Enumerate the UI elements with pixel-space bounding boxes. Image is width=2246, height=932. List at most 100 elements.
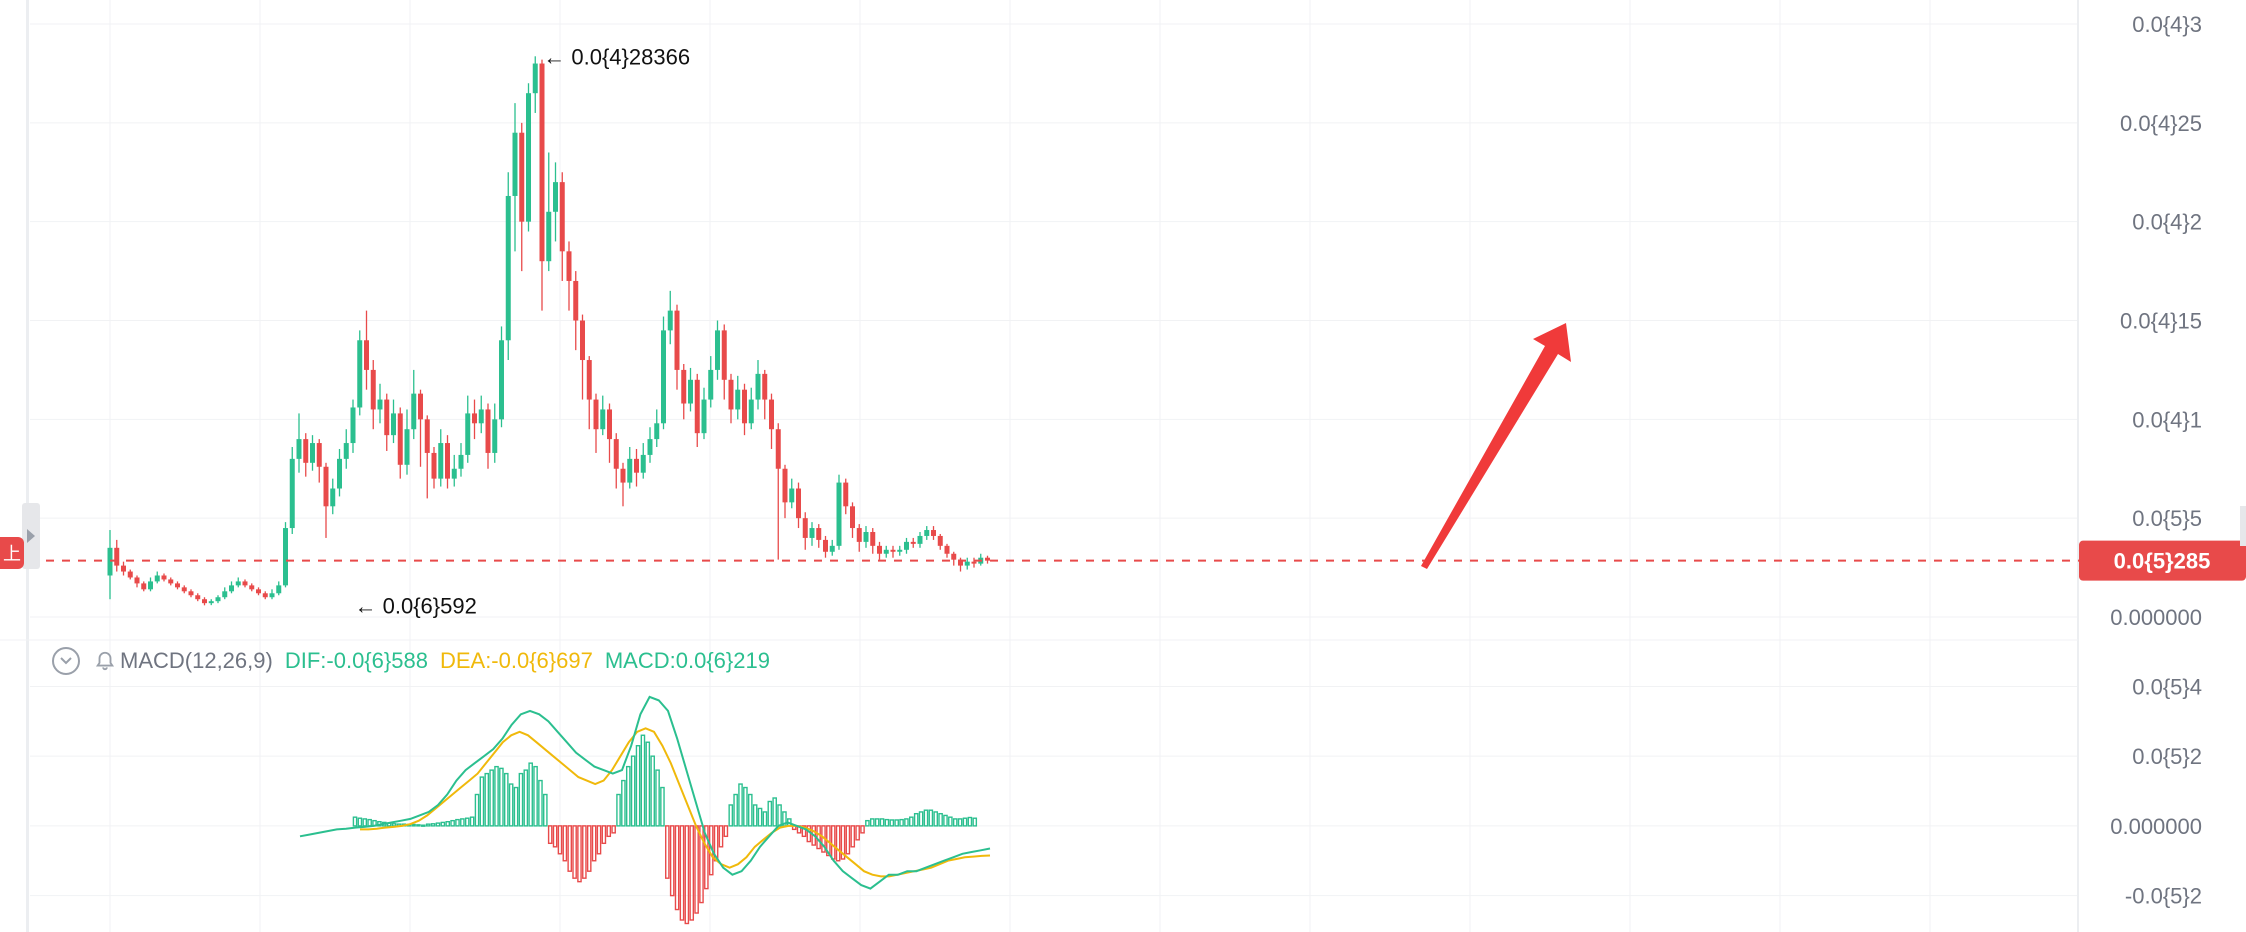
macd-histogram-bar	[625, 765, 631, 827]
candle-body	[350, 407, 356, 444]
candle-body	[208, 601, 214, 604]
macd-tick-label: 0.0{5}2	[2132, 744, 2202, 769]
candle-body	[647, 439, 653, 455]
candle-body	[573, 280, 579, 321]
candle-body	[296, 439, 302, 459]
candle-body	[904, 541, 909, 550]
macd-histogram-bar	[904, 818, 909, 827]
candle-body	[222, 591, 228, 598]
candle-body	[863, 532, 869, 542]
macd-histogram-bar	[738, 783, 743, 827]
candle-body	[492, 419, 498, 453]
candle-body	[951, 553, 957, 560]
candle-body	[600, 409, 606, 430]
macd-histogram-bar	[952, 818, 958, 827]
candle-body	[829, 545, 835, 552]
trend-arrow-icon	[1421, 323, 1571, 569]
macd-histogram-bar	[860, 825, 865, 834]
left-panel-handle[interactable]	[22, 503, 40, 569]
macd-histogram-bar	[557, 825, 563, 855]
price-tick-label: 0.000000	[2110, 605, 2202, 630]
price-tick-label: 0.0{5}5	[2132, 506, 2202, 531]
candle-body	[627, 458, 633, 483]
candle-body	[235, 581, 241, 586]
candle-body	[802, 518, 808, 538]
macd-histogram-bar	[538, 779, 543, 827]
macd-histogram-bar	[479, 776, 485, 827]
macd-histogram-bar	[835, 825, 841, 862]
macd-histogram-bar	[484, 772, 490, 827]
candle-body	[782, 468, 788, 503]
candle-body	[775, 429, 781, 469]
macd-histogram-bar	[513, 786, 519, 827]
candle-body	[357, 340, 363, 408]
candle-body	[519, 132, 525, 222]
candle-body	[897, 549, 903, 552]
candle-body	[667, 310, 673, 331]
candle-body	[728, 379, 734, 410]
candle-body	[823, 539, 828, 552]
candle-body	[539, 63, 545, 262]
candle-body	[154, 575, 160, 582]
candle-body	[580, 320, 585, 361]
candle-body	[134, 577, 140, 584]
collapse-icon[interactable]	[52, 647, 80, 675]
candle-body	[168, 579, 174, 584]
macd-histogram-bar	[352, 816, 358, 827]
candle-body	[856, 528, 862, 542]
candle-body	[586, 360, 592, 400]
candle-body	[397, 413, 403, 465]
price-tick-label: 0.0{4}15	[2120, 309, 2202, 334]
candle-body	[276, 585, 282, 594]
macd-histogram-bar	[596, 825, 602, 855]
candle-body	[451, 468, 457, 479]
candle-body	[377, 399, 383, 410]
macd-histogram-bar	[391, 823, 397, 827]
macd-histogram-bar	[938, 812, 943, 827]
candle-body	[526, 93, 531, 222]
candle-body	[195, 595, 201, 600]
candle-body	[316, 443, 322, 467]
price-tick-label: 0.0{4}2	[2132, 210, 2202, 235]
macd-histogram-bar	[704, 825, 709, 890]
macd-histogram-bar	[747, 793, 753, 827]
candle-body	[458, 454, 464, 469]
candle-body	[931, 530, 936, 536]
right-panel-handle[interactable]	[2240, 506, 2246, 546]
macd-histogram-bar	[669, 825, 675, 897]
macd-histogram-bar	[777, 804, 782, 827]
macd-histogram-bar	[586, 825, 592, 872]
macd-histogram-bar	[577, 825, 582, 883]
candle-body	[546, 211, 552, 262]
macd-histogram-bar	[645, 741, 651, 827]
candle-body	[445, 443, 450, 479]
candle-body	[472, 413, 477, 424]
candle-body	[620, 468, 626, 483]
macd-histogram-bar	[689, 825, 695, 921]
macd-histogram-bar	[918, 811, 924, 827]
macd-histogram-bar	[464, 817, 470, 827]
candle-body	[283, 528, 288, 586]
macd-histogram-bar	[523, 769, 529, 827]
candle-body	[343, 443, 349, 459]
macd-histogram-bar	[869, 818, 875, 827]
macd-indicator-label[interactable]: MACD(12,26,9)	[120, 648, 273, 673]
macd-histogram-bar	[552, 825, 558, 848]
macd-histogram-bar	[562, 825, 568, 862]
bell-icon[interactable]	[94, 650, 116, 672]
macd-histogram-bar	[718, 825, 724, 848]
macd-tick-label: 0.000000	[2110, 814, 2202, 839]
candle-body	[566, 251, 572, 281]
candle-body	[721, 330, 727, 380]
candle-body	[337, 458, 342, 489]
candle-body	[708, 369, 714, 400]
price-axis: 0.0{4}3 0.0{4}25 0.0{4}2 0.0{4}15 0.0{4}1 0.0…	[2110, 12, 2202, 630]
macd-histogram-bar	[894, 819, 899, 827]
candle-body	[202, 599, 207, 604]
macd-histogram-bar	[972, 817, 978, 827]
candle-body	[418, 393, 423, 420]
candle-body	[364, 340, 369, 370]
candle-body	[303, 439, 309, 463]
candle-body	[478, 409, 484, 424]
